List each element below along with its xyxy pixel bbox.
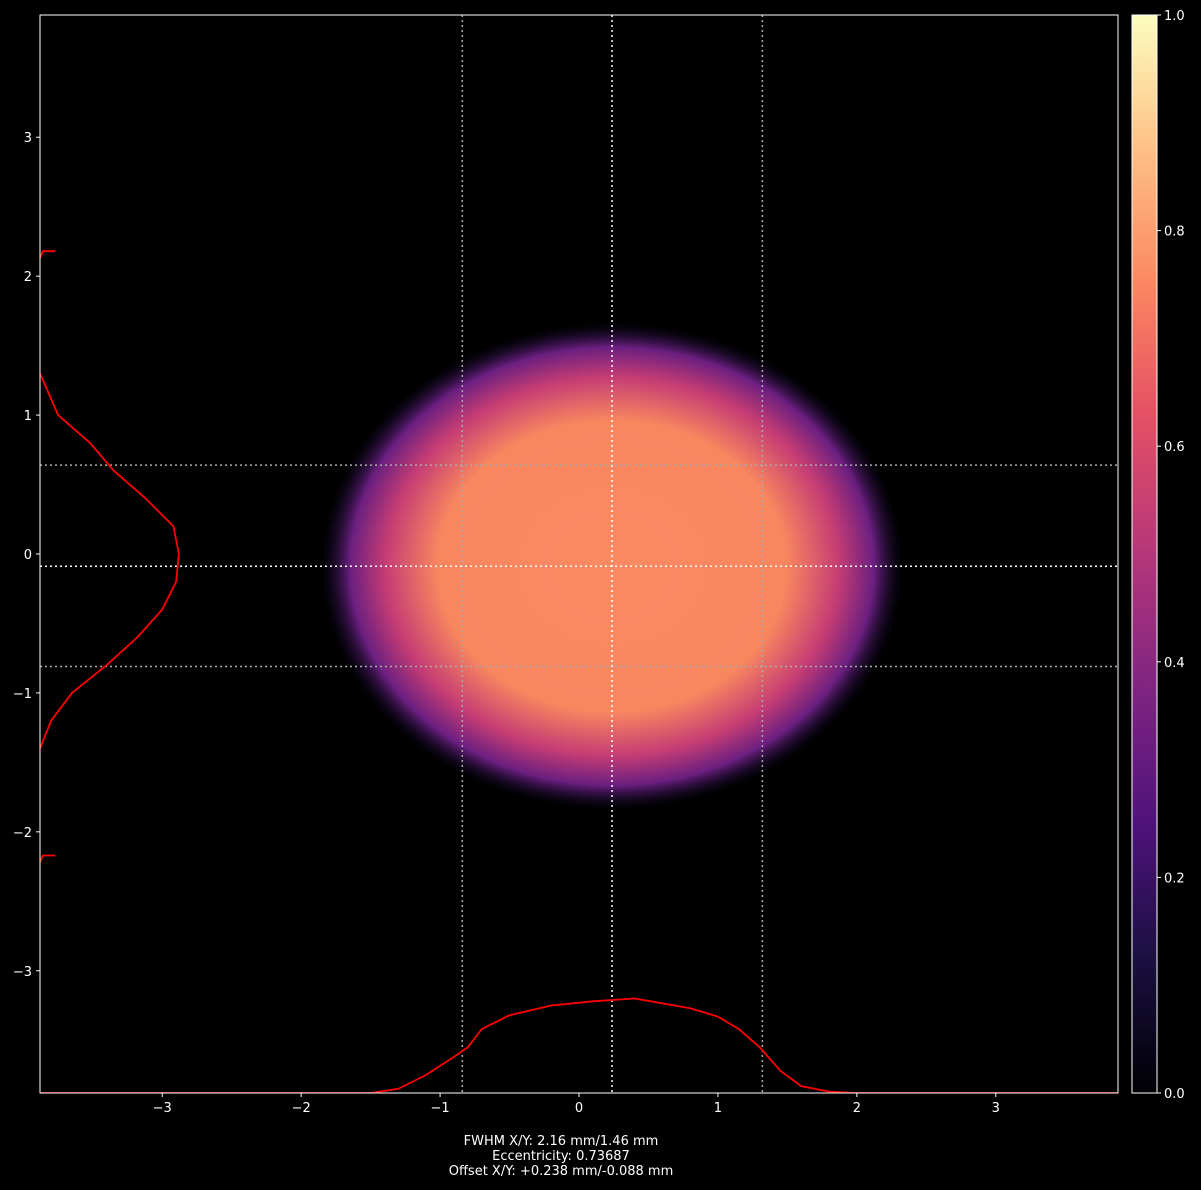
x-tick-label: −1 xyxy=(430,1101,449,1116)
x-tick-label: 0 xyxy=(575,1101,583,1116)
colorbar xyxy=(1131,14,1158,1094)
y-tick-label: 0 xyxy=(24,548,32,563)
x-tick-label: −2 xyxy=(292,1101,311,1116)
offset-text: Offset X/Y: +0.238 mm/-0.088 mm xyxy=(448,1164,674,1179)
y-tick-label: −1 xyxy=(13,687,32,702)
eccentricity-text: Eccentricity: 0.73687 xyxy=(492,1149,630,1164)
y-tick-label: 3 xyxy=(24,131,32,146)
x-tick-label: 3 xyxy=(992,1101,1000,1116)
y-profile-end xyxy=(40,250,56,259)
colorbar-tick-label: 1.0 xyxy=(1164,9,1185,24)
y-profile-end xyxy=(40,854,56,863)
colorbar-tick-label: 0.8 xyxy=(1164,225,1185,240)
y-profile-curve xyxy=(40,373,180,749)
x-tick-label: 2 xyxy=(853,1101,861,1116)
beam-stats-annotation: FWHM X/Y: 2.16 mm/1.46 mm Eccentricity: … xyxy=(0,1134,1122,1179)
x-profile-curve xyxy=(40,997,1118,1093)
y-tick-label: 1 xyxy=(24,409,32,424)
colorbar-tick-label: 0.0 xyxy=(1164,1087,1185,1102)
colorbar-tick-label: 0.6 xyxy=(1164,440,1185,455)
colorbar-tick-label: 0.4 xyxy=(1164,656,1185,671)
x-tick-label: −3 xyxy=(153,1101,172,1116)
y-tick-label: 2 xyxy=(24,270,32,285)
fwhm-text: FWHM X/Y: 2.16 mm/1.46 mm xyxy=(463,1134,659,1149)
y-tick-label: −3 xyxy=(13,965,32,980)
x-tick-label: 1 xyxy=(714,1101,722,1116)
colorbar-tick-label: 0.2 xyxy=(1164,871,1185,886)
y-tick-label: −2 xyxy=(13,826,32,841)
